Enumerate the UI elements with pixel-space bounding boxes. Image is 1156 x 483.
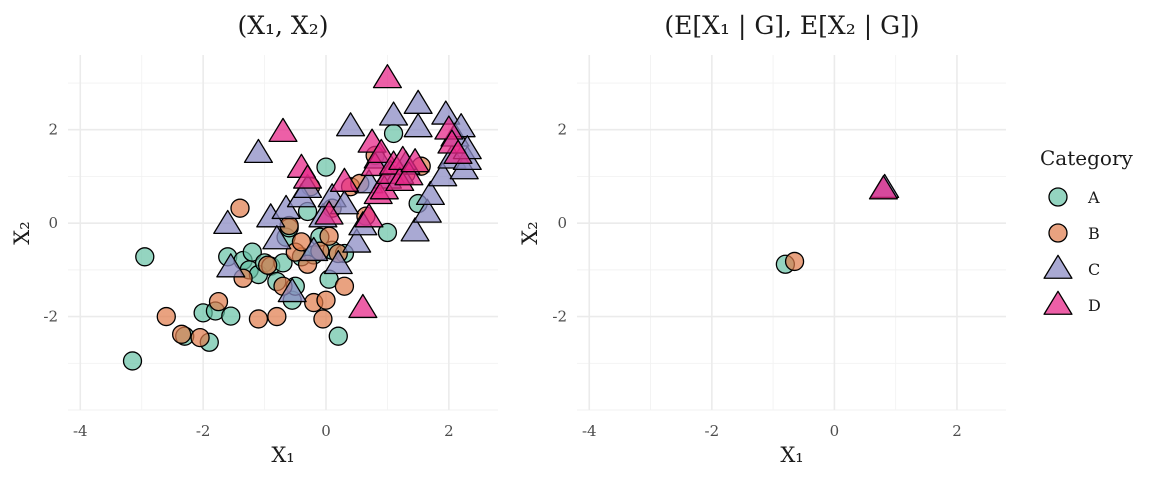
left-panel: (X₁, X₂) -4 -2 0 2 -2 0 2 X₁ X₂: [10, 11, 498, 467]
legend-label: D: [1088, 296, 1101, 315]
point-d: [868, 175, 898, 200]
right-panel-x-ticks: -4 -2 0 2: [582, 422, 962, 440]
point-b: [267, 306, 287, 327]
x-tick-label: -2: [705, 422, 720, 440]
point-a: [328, 326, 348, 346]
point-b: [248, 309, 269, 329]
point-d: [348, 293, 378, 319]
right-panel-x-axis-label: X₁: [780, 443, 803, 467]
point-b: [316, 290, 336, 310]
point-d: [354, 203, 384, 228]
point-c: [262, 225, 292, 250]
y-tick-label: 2: [557, 121, 567, 139]
left-panel-x-axis-label: X₁: [271, 443, 294, 467]
point-d: [268, 117, 298, 142]
left-panel-y-ticks: -2 0 2: [43, 121, 58, 326]
point-d: [329, 167, 359, 192]
left-panel-title: (X₁, X₂): [237, 11, 328, 40]
point-b: [190, 327, 210, 348]
point-d: [394, 161, 424, 186]
point-b: [171, 324, 192, 344]
point-a: [122, 351, 143, 371]
point-c: [403, 89, 433, 114]
point-c: [213, 209, 243, 235]
point-b: [208, 291, 229, 312]
point-b: [319, 226, 339, 246]
point-c: [243, 138, 273, 164]
point-b: [257, 255, 278, 275]
legend-key-c: [1043, 254, 1073, 279]
legend-label: C: [1088, 260, 1100, 279]
legend-key-a: [1048, 187, 1068, 207]
point-b: [784, 251, 805, 272]
legend-label: B: [1088, 224, 1100, 243]
y-tick-label: -2: [43, 308, 58, 326]
point-a: [221, 306, 241, 326]
right-panel-points: [775, 173, 900, 274]
point-b: [313, 309, 333, 329]
point-c: [415, 180, 445, 206]
point-a: [383, 123, 404, 144]
y-tick-label: 0: [48, 214, 58, 232]
x-tick-label: 0: [830, 422, 840, 440]
legend-label: A: [1087, 188, 1100, 207]
right-panel-y-axis-label: X₂: [518, 221, 542, 244]
point-d: [400, 148, 430, 173]
right-panel: (E[X₁ | G], E[X₂ | G]) -4 -2 0 2 -2 0 2 X₁ X₂: [518, 11, 1006, 467]
point-c: [323, 249, 353, 275]
point-a: [316, 157, 336, 177]
point-c: [428, 162, 458, 187]
point-b: [334, 276, 355, 296]
point-b: [230, 198, 250, 218]
point-c: [277, 277, 307, 303]
point-a: [377, 222, 398, 243]
point-a: [135, 247, 155, 267]
y-tick-label: -2: [552, 308, 567, 326]
point-c: [403, 113, 433, 138]
left-panel-points: [122, 64, 482, 371]
point-c: [336, 112, 366, 137]
x-tick-label: 0: [321, 422, 331, 440]
left-panel-y-axis-label: X₂: [10, 221, 34, 244]
x-tick-label: -4: [582, 422, 597, 440]
point-a: [242, 242, 262, 262]
x-tick-label: -4: [73, 422, 88, 440]
left-panel-x-ticks: -4 -2 0 2: [73, 422, 454, 440]
point-d: [443, 139, 473, 164]
point-d: [366, 138, 396, 164]
point-c: [342, 228, 372, 253]
right-panel-grid: [577, 55, 1006, 411]
y-tick-label: 2: [48, 121, 58, 139]
point-d: [372, 64, 402, 89]
x-tick-label: -2: [196, 422, 211, 440]
point-c: [329, 190, 359, 215]
x-tick-label: 2: [444, 422, 454, 440]
point-b: [156, 306, 176, 327]
right-panel-y-ticks: -2 0 2: [552, 121, 567, 326]
legend-key-b: [1048, 223, 1068, 243]
x-tick-label: 2: [952, 422, 962, 440]
point-d: [314, 200, 344, 225]
point-c: [412, 198, 442, 223]
point-c: [299, 236, 329, 262]
legend-title: Category: [1040, 146, 1134, 170]
point-d: [293, 164, 323, 189]
y-tick-label: 0: [557, 214, 567, 232]
legend-key-d: [1043, 290, 1073, 315]
right-panel-title: (E[X₁ | G], E[X₂ | G]): [664, 11, 919, 41]
point-c: [400, 217, 430, 242]
point-c: [379, 101, 409, 126]
point-c: [216, 253, 246, 278]
